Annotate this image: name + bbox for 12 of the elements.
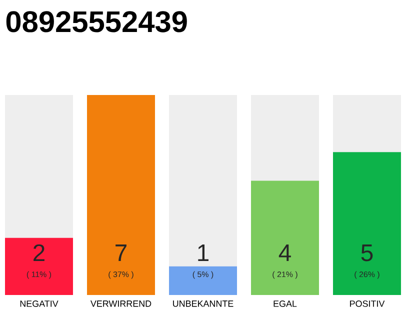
x-tick-label: NEGATIV — [20, 300, 58, 307]
data-label: 1 — [198, 244, 208, 261]
x-tick-label: POSITIV — [350, 300, 385, 307]
x-tick-label: UNBEKANNTE — [173, 300, 234, 307]
chart-title: 08925552439 — [6, 11, 187, 32]
bar — [169, 266, 238, 295]
data-label: 4 — [278, 244, 291, 261]
data-label: 7 — [116, 244, 126, 261]
data-label: 2 — [34, 244, 44, 261]
x-tick-label: EGAL — [274, 300, 297, 307]
data-label: 5 — [361, 244, 373, 262]
x-tick-label: VERWIRREND — [90, 300, 152, 307]
